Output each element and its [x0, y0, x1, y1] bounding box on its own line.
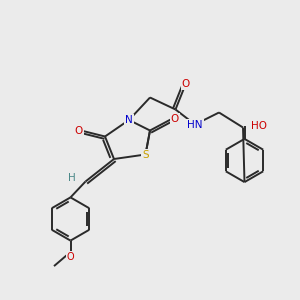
Text: HO: HO	[251, 121, 267, 131]
Text: O: O	[74, 125, 83, 136]
Text: O: O	[182, 79, 190, 89]
Text: S: S	[142, 149, 149, 160]
Text: N: N	[125, 115, 133, 125]
Text: HN: HN	[187, 119, 203, 130]
Text: O: O	[171, 113, 179, 124]
Text: H: H	[68, 173, 76, 183]
Text: O: O	[67, 251, 74, 262]
